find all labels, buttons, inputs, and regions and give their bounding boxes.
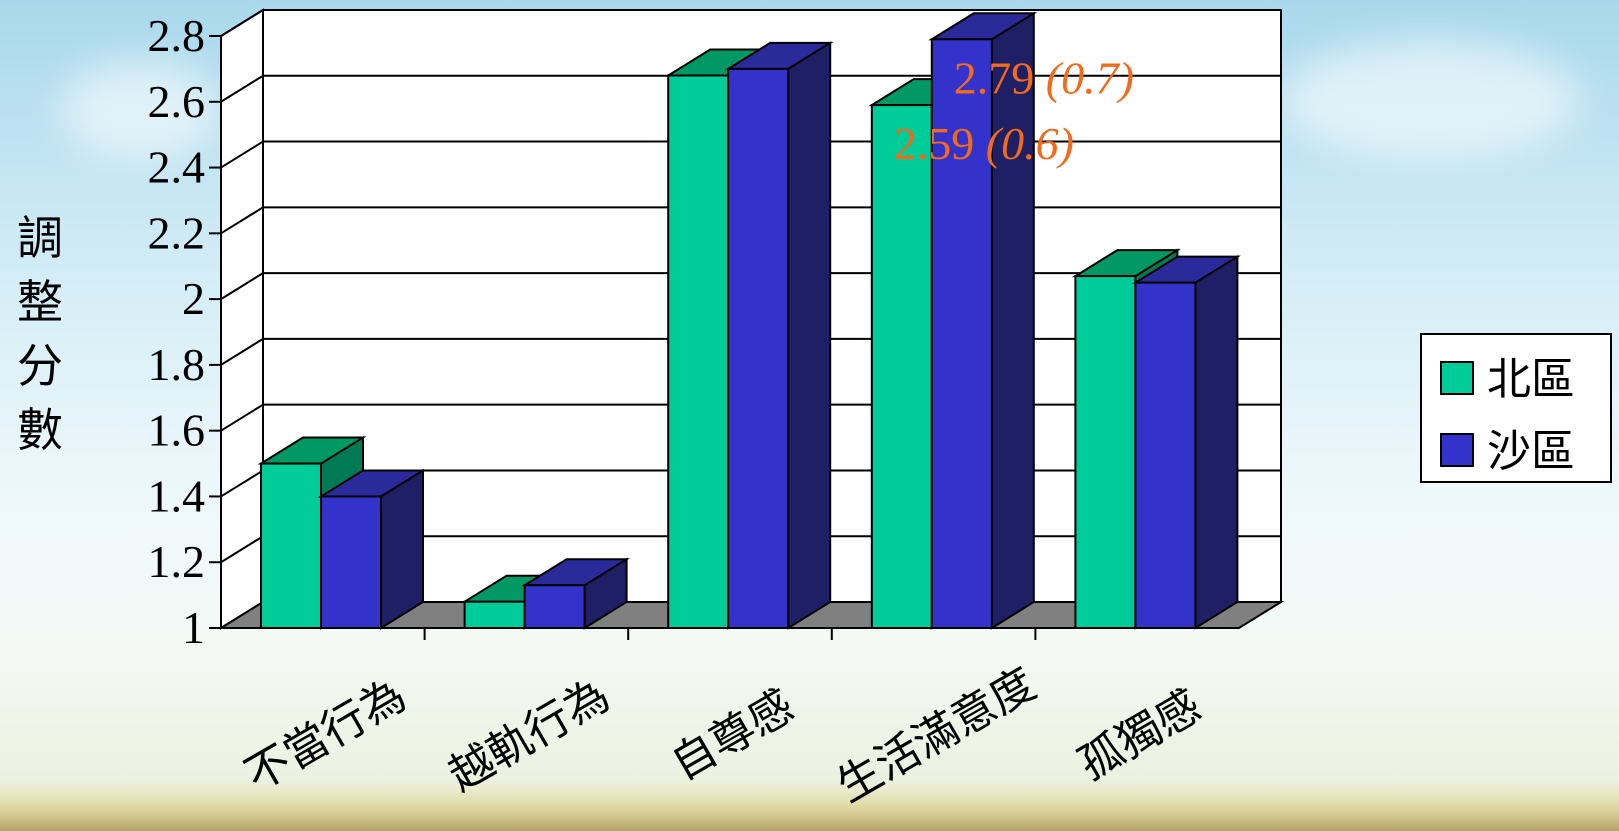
data-label-annotation: 2.79 (0.7) <box>954 52 1134 103</box>
legend-swatch-sha <box>1440 433 1474 467</box>
y-tick-label: 2 <box>182 273 205 324</box>
x-category-label: 自尊感 <box>663 680 803 790</box>
gridline-side <box>220 140 264 169</box>
bar-2-1-side <box>787 41 832 630</box>
chart-side-wall <box>220 8 264 630</box>
gridline-side <box>220 272 264 300</box>
legend-label-sha: 沙區 <box>1487 426 1575 477</box>
bar-3-1 <box>930 38 993 630</box>
gridline-side <box>220 338 264 366</box>
y-tick-label: 1.8 <box>148 339 206 390</box>
background-grass <box>0 780 1619 831</box>
gridline-side <box>220 535 264 564</box>
y-axis-label-char-2: 整 <box>17 275 63 329</box>
bar-3-1-side <box>990 11 1035 630</box>
y-tick-label: 1.2 <box>148 536 206 587</box>
legend-label-north: 北區 <box>1487 354 1575 405</box>
y-tick-label: 1 <box>182 602 205 653</box>
bar-0-1-side <box>380 468 424 630</box>
bar-4-0 <box>1074 275 1137 629</box>
x-category-label: 孤獨感 <box>1070 680 1210 790</box>
data-label-annotation: 2.59 (0.6) <box>894 118 1074 169</box>
y-tick-label: 1.4 <box>148 470 206 521</box>
bar-1-0 <box>463 600 526 630</box>
bar-1-1 <box>523 584 586 629</box>
bar-0-1 <box>320 495 382 630</box>
bar-2-0 <box>667 74 730 629</box>
y-axis-label-char-3: 分 <box>17 339 63 393</box>
y-tick-label: 1.6 <box>148 405 206 456</box>
y-tick-label: 2.8 <box>148 10 206 61</box>
gridline-side <box>220 403 264 432</box>
bar-2-1 <box>727 67 790 629</box>
legend: 北區 沙區 <box>1420 333 1612 483</box>
bar-3-0 <box>870 104 933 630</box>
gridline-side <box>220 206 264 235</box>
gridline-side <box>220 74 264 103</box>
bar-4-1-side <box>1194 254 1239 630</box>
y-axis-label: 調 整 分 數 <box>17 211 63 457</box>
gridline-side <box>220 9 264 37</box>
y-axis-label-char-4: 數 <box>17 403 63 457</box>
bar-4-1 <box>1134 281 1197 629</box>
y-tick-label: 2.2 <box>148 207 206 258</box>
y-axis-label-char-1: 調 <box>17 211 63 265</box>
legend-swatch-north <box>1440 361 1474 395</box>
y-tick-label: 2.6 <box>148 76 206 127</box>
gridline-side <box>220 469 264 498</box>
bar-0-0 <box>260 462 322 629</box>
y-tick-label: 2.4 <box>148 142 206 193</box>
